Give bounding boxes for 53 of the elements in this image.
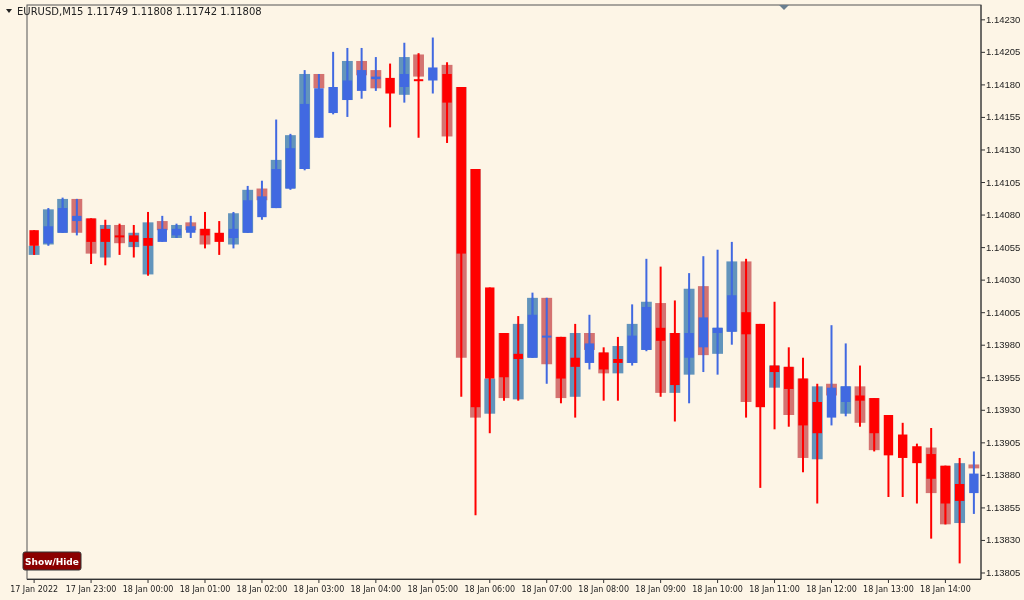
- y-tick-label: 1.14030: [986, 274, 1021, 286]
- x-tick-label: 18 Jan 00:00: [122, 585, 174, 594]
- y-tick-label: 1.14055: [986, 241, 1021, 253]
- candlestick: [200, 210, 210, 250]
- x-tick-label: 18 Jan 05:00: [407, 585, 459, 594]
- x-tick-label: 18 Jan 03:00: [293, 585, 345, 594]
- y-tick-label: 1.13930: [986, 404, 1021, 416]
- annotation: Show/Hide: [25, 557, 79, 567]
- x-tick-label: 18 Jan 01:00: [179, 585, 231, 594]
- candlestick: [399, 41, 410, 104]
- x-tick-label: 18 Jan 13:00: [863, 585, 914, 594]
- x-tick-label: 17 Jan 2022: [10, 585, 59, 594]
- y-tick-label: 1.14155: [986, 111, 1021, 123]
- y-tick-label: 1.13805: [986, 567, 1021, 579]
- candlestick: [912, 442, 922, 505]
- candlestick: [798, 356, 808, 474]
- y-tick-label: 1.13955: [986, 371, 1021, 383]
- y-tick-label: 1.13880: [986, 469, 1021, 481]
- candlestick: [655, 265, 666, 398]
- x-tick-label: 18 Jan 08:00: [578, 585, 629, 594]
- y-tick-label: 1.13980: [986, 339, 1021, 351]
- y-tick-label: 1.14205: [986, 46, 1021, 58]
- y-tick-label: 1.14130: [986, 144, 1021, 156]
- candlestick: [428, 36, 438, 95]
- chart-title: EURUSD,M15 1.11749 1.11808 1.11742 1.11808: [17, 6, 262, 17]
- x-tick-label: 18 Jan 04:00: [350, 585, 402, 594]
- x-tick-label: 18 Jan 11:00: [749, 585, 800, 594]
- candlestick: [598, 346, 609, 402]
- x-tick-label: 18 Jan 10:00: [692, 585, 743, 594]
- y-tick-label: 1.13830: [986, 534, 1021, 546]
- x-tick-label: 18 Jan 12:00: [806, 585, 857, 594]
- x-tick-label: 18 Jan 07:00: [521, 585, 573, 594]
- y-tick-label: 1.14005: [986, 306, 1021, 318]
- candlestick: [214, 220, 224, 256]
- y-tick-label: 1.14105: [986, 176, 1021, 188]
- candlestick: [698, 255, 709, 374]
- x-tick-label: 18 Jan 14:00: [920, 585, 971, 594]
- y-tick-label: 1.14230: [986, 13, 1021, 25]
- button: Show/Hide: [22, 551, 82, 571]
- x-tick-label: 18 Jan 02:00: [236, 585, 288, 594]
- x-tick-label: 18 Jan 06:00: [464, 585, 516, 594]
- candlestick: [897, 421, 908, 498]
- candlestick: [712, 248, 723, 376]
- x-tick-label: 17 Jan 23:00: [65, 585, 117, 594]
- candlestick: [954, 456, 965, 565]
- candlestick: [385, 62, 395, 129]
- x-tick-label: 18 Jan 09:00: [635, 585, 686, 594]
- y-tick-label: 1.14180: [986, 78, 1021, 90]
- candlestick: [342, 46, 353, 118]
- y-tick-label: 1.13905: [986, 436, 1021, 448]
- y-tick-label: 1.13855: [986, 501, 1021, 513]
- y-tick-label: 1.14080: [986, 209, 1021, 221]
- candlestick: [100, 218, 111, 267]
